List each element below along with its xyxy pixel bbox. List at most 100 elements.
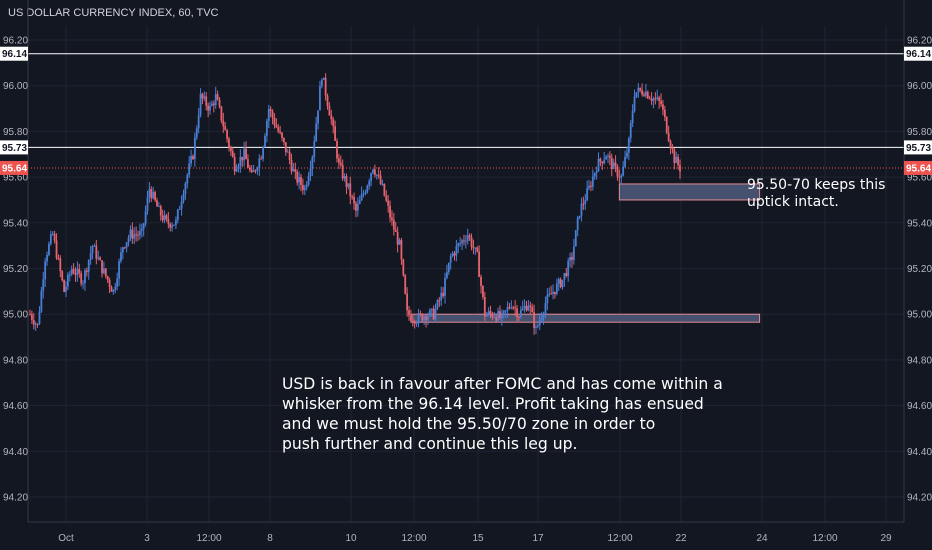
candle-body [633,96,636,111]
price-badge-current-text-left: 95.64 [2,163,27,174]
candle-body [173,224,175,226]
candle-body [150,189,153,199]
candle-body [603,159,606,164]
candle-body [459,243,462,245]
candle-body [224,126,227,131]
y-tick-label-right: 95.60 [907,173,932,184]
y-tick-label-right: 94.80 [907,355,932,366]
candle-body [607,155,609,157]
candle-body [660,100,662,105]
candle-body [679,165,681,172]
candle-body [256,168,259,171]
candle-body [461,240,463,244]
candle-body [142,223,145,229]
candle-body [273,118,276,126]
price-badge-middle-level-text-right: 95.73 [906,143,931,154]
candle-body [370,173,373,181]
candle-body [362,193,365,195]
candle-body [572,246,575,260]
price-badge-current-right [904,160,932,175]
candle-body [53,233,56,241]
candle-body [85,270,88,272]
price-badge-current-text-right: 95.64 [906,163,931,174]
x-tick-label: 15 [472,533,484,544]
candle-body [478,251,481,277]
candle-body [650,98,653,101]
candle-body [599,158,602,162]
candle-body [554,291,556,294]
candle-body [413,321,416,324]
candle-body [643,94,645,96]
candle-body [57,258,60,260]
candle-body [322,77,325,80]
support-zone-1 [618,183,761,201]
candle-body [605,156,607,160]
candle-body [529,305,532,307]
candle-body [127,237,130,243]
candle-body [315,123,318,142]
candle-body [120,252,122,262]
candle-body [294,169,297,172]
candle-body [207,105,210,111]
candle-body [538,320,541,326]
candle-body [156,200,158,207]
candle-body [188,163,191,175]
price-badge-current-left [0,160,28,175]
candle-body [61,271,64,281]
candle-body [84,270,86,284]
candle-body [563,273,566,280]
candle-body [396,231,399,245]
candle-body [677,156,680,166]
candle-body [493,316,496,318]
candle-body [377,174,380,176]
candle-body [163,215,166,221]
candle-body [436,300,439,309]
candle-body [74,273,77,275]
x-tick-label: 3 [144,533,150,544]
candle-body [449,256,452,263]
candle-body [67,274,69,287]
x-tick-label: 22 [675,533,687,544]
candle-body [502,310,505,314]
candle-body [301,184,304,191]
candle-body [197,115,200,129]
candle-body [404,275,407,294]
candle-body [144,210,147,224]
candle-body [178,208,181,210]
candle-body [80,273,83,284]
candle-body [121,247,124,253]
candle-body [159,206,162,216]
y-tick-label-left: 94.60 [3,401,28,412]
candle-body [337,158,340,163]
candle-body [324,77,327,96]
candle-body [468,235,471,238]
candle-body [165,215,168,220]
x-tick-label: 12:00 [812,533,837,544]
x-tick-label: Oct [58,533,74,544]
y-tick-label-right: 94.20 [907,493,932,504]
candle-body [464,241,467,243]
price-badge-upper-level-text-right: 96.14 [906,49,931,60]
candle-body [171,225,174,228]
candle-body [347,183,350,187]
candle-body [402,259,405,276]
candle-body [279,131,282,133]
candle-body [355,203,357,211]
candle-body [521,307,524,311]
candle-body [313,141,316,158]
candle-body [260,158,263,160]
candle-body [470,237,473,248]
candle-body [535,326,537,328]
x-tick-label: 24 [756,533,768,544]
candle-body [391,217,393,220]
candle-body [455,246,458,256]
candle-body [76,268,79,275]
candle-body [631,110,634,124]
candle-body [586,188,589,201]
candle-body [139,230,141,236]
candle-body [243,148,246,161]
candle-body [584,200,587,204]
candle-body [284,142,287,153]
candle-body [300,177,302,185]
